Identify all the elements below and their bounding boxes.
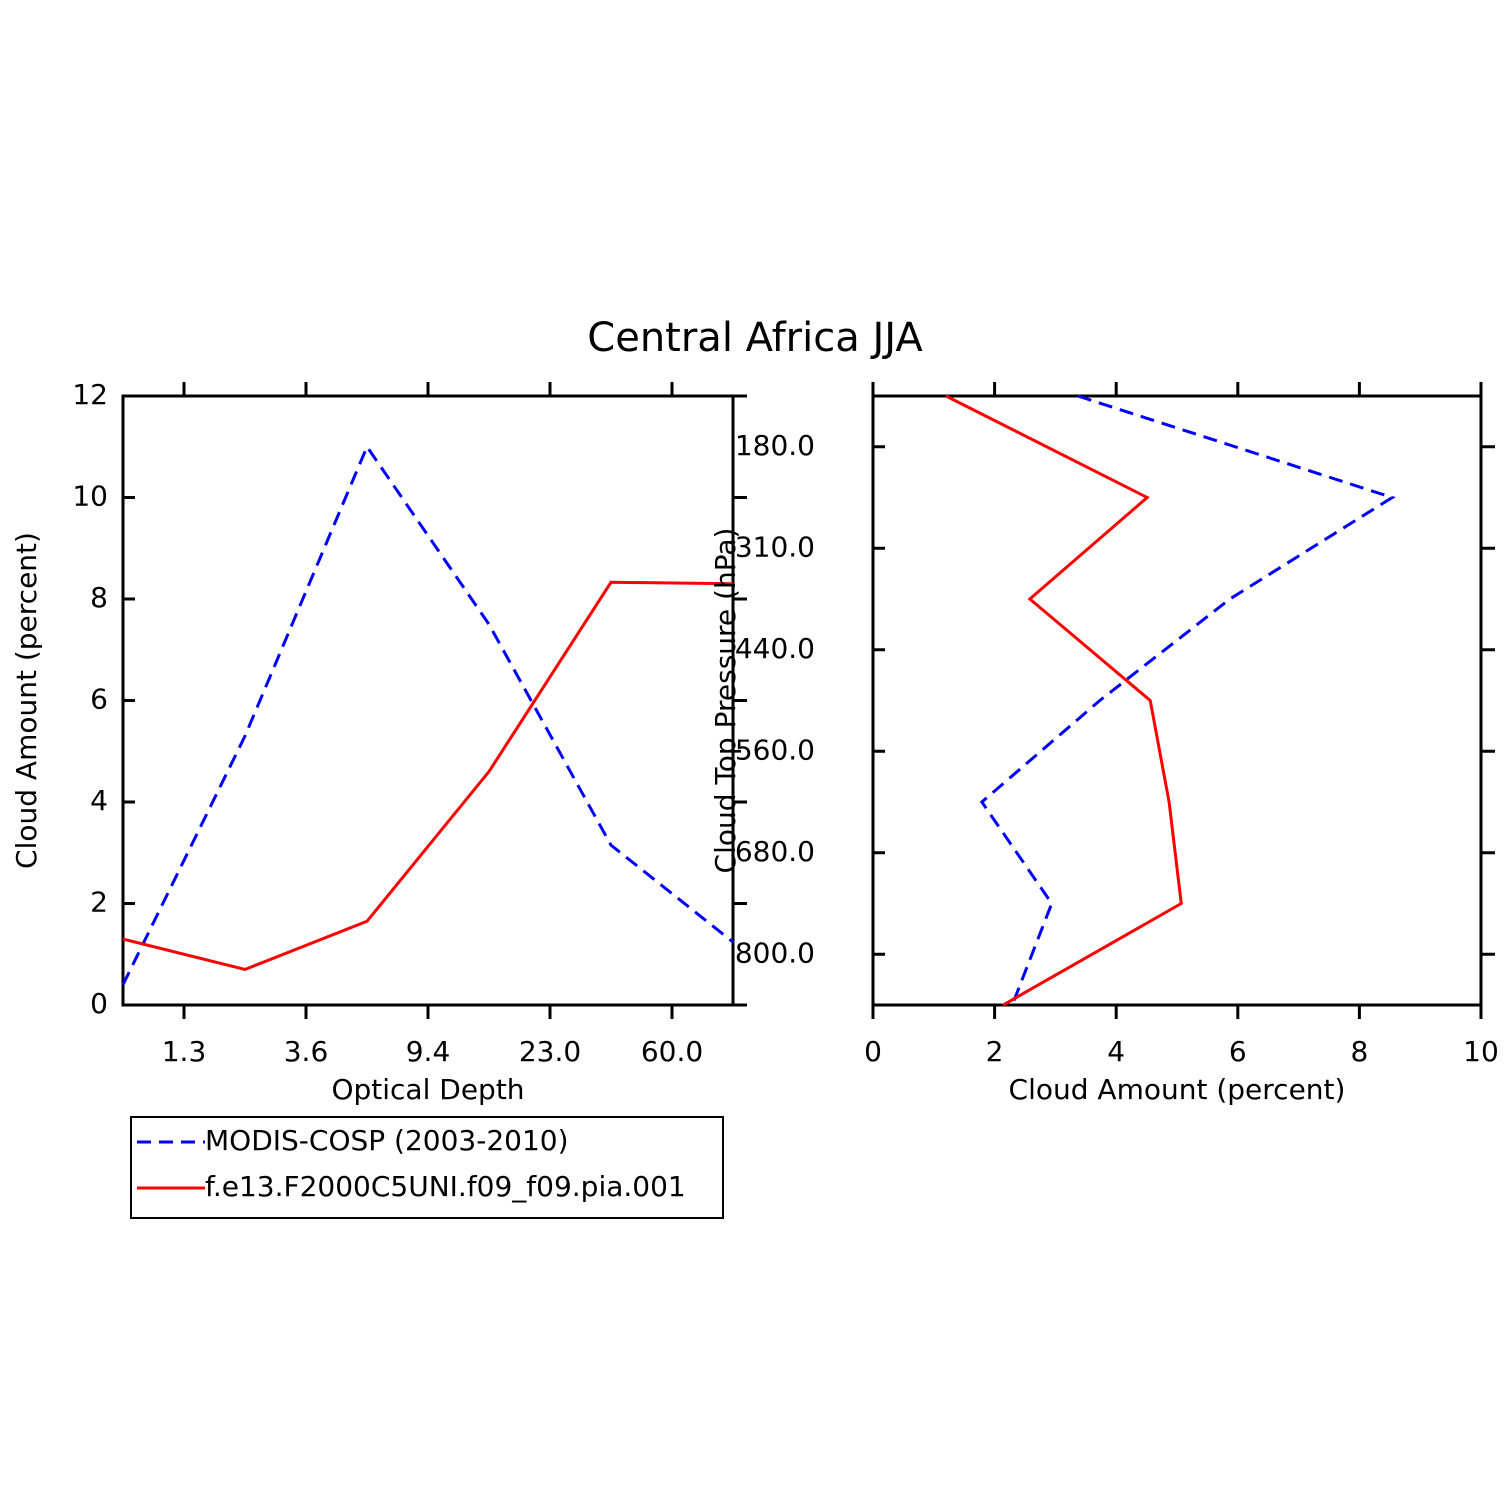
plot-frame xyxy=(871,394,1483,1007)
y-tick-label: 180.0 xyxy=(735,429,815,462)
x-tick-label: 1.3 xyxy=(162,1035,207,1068)
x-axis-title: Cloud Amount (percent) xyxy=(1009,1073,1346,1106)
x-tick-label: 6 xyxy=(1229,1035,1247,1068)
x-tick-label: 60.0 xyxy=(641,1035,703,1068)
y-tick-label: 12 xyxy=(72,378,108,411)
x-tick-label: 9.4 xyxy=(406,1035,451,1068)
y-tick-label: 560.0 xyxy=(735,733,815,766)
y-tick-label: 800.0 xyxy=(735,936,815,969)
series-line xyxy=(979,394,1396,1006)
y-tick-label: 10 xyxy=(72,480,108,513)
legend-box xyxy=(130,1116,724,1219)
plot-frame xyxy=(121,394,735,1007)
y-tick-label: 440.0 xyxy=(735,632,815,665)
x-tick-label: 4 xyxy=(1107,1035,1125,1068)
y-tick-label: 4 xyxy=(90,784,108,817)
y-tick-label: 2 xyxy=(90,886,108,919)
y-tick-label: 8 xyxy=(90,581,108,614)
y-tick-label: 6 xyxy=(90,683,108,716)
legend-label: MODIS-COSP (2003-2010) xyxy=(205,1124,569,1157)
y-tick-label: 680.0 xyxy=(735,835,815,868)
x-tick-label: 0 xyxy=(864,1035,882,1068)
x-tick-label: 3.6 xyxy=(284,1035,329,1068)
x-tick-label: 8 xyxy=(1350,1035,1368,1068)
x-axis-title: Optical Depth xyxy=(331,1073,524,1106)
y-tick-label: 310.0 xyxy=(735,530,815,563)
y-axis-title: Cloud Amount (percent) xyxy=(10,532,43,869)
series-line xyxy=(121,443,734,986)
y-tick-label: 0 xyxy=(90,987,108,1020)
series-line xyxy=(122,580,734,972)
x-tick-label: 10 xyxy=(1463,1035,1499,1068)
y-axis-title: Cloud Top Pressure (hPa) xyxy=(709,528,742,874)
legend-label: f.e13.F2000C5UNI.f09_f09.pia.001 xyxy=(205,1170,686,1203)
chart-title: Central Africa JJA xyxy=(587,315,923,361)
x-tick-label: 23.0 xyxy=(519,1035,581,1068)
series-line xyxy=(945,394,1183,1007)
x-tick-label: 2 xyxy=(986,1035,1004,1068)
